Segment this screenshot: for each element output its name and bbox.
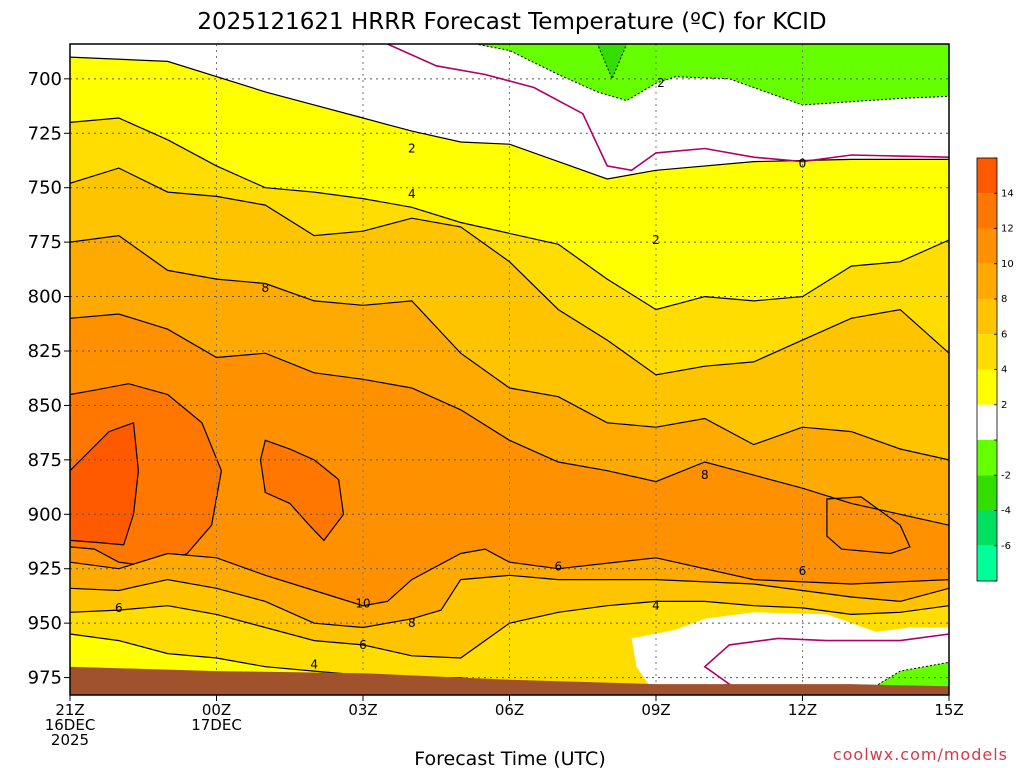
contour-label: 0 [799, 157, 807, 171]
contour-label: 10 [355, 597, 370, 611]
contour-line-7 [70, 600, 949, 659]
legend-label: 6 [1001, 329, 1007, 340]
legend-swatch [977, 263, 997, 299]
y-tick-label: 800 [28, 287, 62, 308]
x-tick-label: 2025 [51, 731, 89, 749]
pocket-14-west [70, 421, 140, 546]
legend-swatch [977, 440, 997, 476]
legend-swatch [977, 228, 997, 264]
plot-area [70, 44, 949, 695]
legend-label: 4 [1001, 365, 1007, 376]
legend-label: 8 [1001, 294, 1007, 305]
legend-swatch [977, 475, 997, 511]
contour-line-3 [70, 313, 949, 526]
x-tick-label: 06Z [495, 701, 524, 719]
legend-swatch [977, 404, 997, 440]
pocket-12-mid [259, 439, 345, 542]
contour-label: 6 [555, 560, 563, 574]
legend-swatch [977, 158, 997, 194]
x-axis-label: Forecast Time (UTC) [414, 748, 605, 768]
contour-label: 6 [359, 638, 367, 652]
pocket-10-east [826, 496, 911, 555]
x-tick-label: 21Z [55, 701, 84, 719]
contour-label: 6 [799, 564, 807, 578]
legend-label: 14 [1001, 188, 1014, 199]
contour-label: 8 [408, 616, 416, 630]
legend-swatch [977, 369, 997, 405]
y-tick-label: 875 [28, 450, 62, 471]
white-zone-low [631, 612, 949, 695]
legend-label: 12 [1001, 224, 1014, 235]
green-dark-upper [596, 44, 628, 81]
contour-line-6 [70, 574, 949, 629]
legend-label: -4 [1001, 506, 1011, 517]
contour-label: 4 [408, 187, 416, 201]
legend-label: 10 [1001, 259, 1014, 270]
x-tick-label: 00Z [202, 701, 231, 719]
contour-label: 2 [657, 76, 665, 90]
contour-line-5 [70, 548, 949, 607]
contour-line-1 [70, 167, 949, 376]
y-tick-label: 825 [28, 341, 62, 362]
white-zone-upper [475, 44, 949, 179]
green-zone-upper [475, 44, 949, 106]
contour-label: 8 [701, 468, 709, 482]
x-tick-label: 15Z [934, 701, 963, 719]
x-tick-label: 17DEC [191, 716, 242, 734]
contour-line-4 [70, 56, 949, 180]
legend-swatch [977, 545, 997, 581]
y-axis: 700 725 750 775 800 825 850 875 900 925 950 975 [28, 69, 70, 689]
contour-label: 2 [652, 233, 660, 247]
x-tick-label: 16DEC [45, 716, 96, 734]
legend-swatch [977, 510, 997, 546]
y-tick-label: 900 [28, 504, 62, 525]
chart-title: 2025121621 HRRR Forecast Temperature (ºC… [197, 9, 826, 35]
legend-swatch [977, 334, 997, 370]
y-tick-label: 950 [28, 613, 62, 634]
contour-label: 4 [652, 599, 660, 613]
ground-layer [70, 666, 949, 695]
legend-swatch [977, 193, 997, 229]
y-tick-label: 975 [28, 668, 62, 689]
legend-label: -2 [1001, 470, 1011, 481]
credit-text: coolwx.com/models [833, 745, 1008, 764]
contour-line-0 [70, 117, 949, 311]
freezing-line-lower [680, 633, 949, 695]
x-tick-label: 03Z [348, 701, 377, 719]
legend-swatch [977, 299, 997, 335]
y-tick-label: 750 [28, 178, 62, 199]
legend-label: -6 [1001, 541, 1011, 552]
freezing-line-upper [387, 44, 949, 172]
x-tick-label: 12Z [788, 701, 817, 719]
contour-label: 2 [408, 142, 416, 156]
contour-label: 6 [115, 601, 123, 615]
contour-labels: 2 0 2 4 2 8 8 6 6 4 6 10 8 6 4 [115, 76, 807, 672]
legend-label: 2 [1001, 400, 1007, 411]
ground-terrain [70, 666, 949, 695]
y-tick-label: 925 [28, 559, 62, 580]
y-tick-label: 725 [28, 123, 62, 144]
color-legend: -6 -4 -2 2 4 6 8 10 12 14 [976, 157, 1014, 582]
contour-label: 4 [310, 658, 318, 672]
contour-label: 8 [262, 281, 270, 295]
x-tick-label: 09Z [641, 701, 670, 719]
y-tick-label: 775 [28, 232, 62, 253]
y-tick-label: 850 [28, 395, 62, 416]
y-tick-label: 700 [28, 69, 62, 90]
contour-line-2 [70, 234, 949, 461]
